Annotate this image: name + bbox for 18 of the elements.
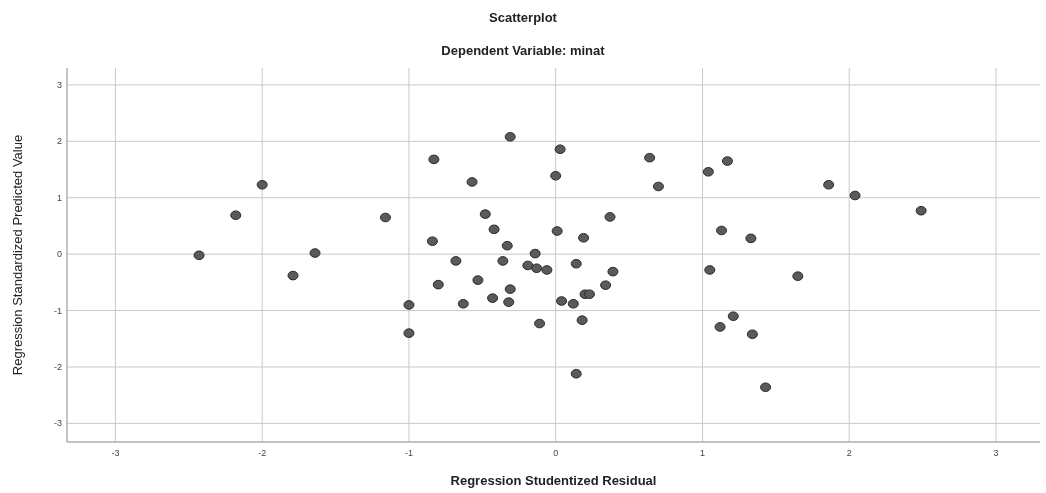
x-tick-label: -1 — [404, 448, 413, 458]
x-tick-label: 2 — [846, 448, 852, 458]
x-tick-label: 3 — [993, 448, 999, 458]
y-tick-label: 3 — [56, 79, 62, 90]
chart-subtitle: Dependent Variable: minat — [441, 43, 606, 58]
chart-title: Scatterplot — [489, 10, 558, 25]
x-tick-label: 1 — [699, 448, 705, 458]
x-tick-label: -2 — [258, 448, 267, 458]
y-tick-label: -2 — [53, 361, 62, 372]
y-tick-label: 2 — [56, 136, 62, 147]
y-tick-label: 0 — [56, 249, 62, 260]
x-tick-label: 0 — [553, 448, 559, 458]
x-axis-title: Regression Studentized Residual — [450, 473, 657, 488]
x-tick-label: -3 — [111, 448, 120, 458]
y-tick-label: -3 — [53, 418, 62, 429]
y-tick-label: -1 — [53, 305, 62, 316]
y-axis-title: Regression Standardized Predicted Value — [10, 134, 25, 376]
y-tick-label: 1 — [56, 192, 62, 203]
